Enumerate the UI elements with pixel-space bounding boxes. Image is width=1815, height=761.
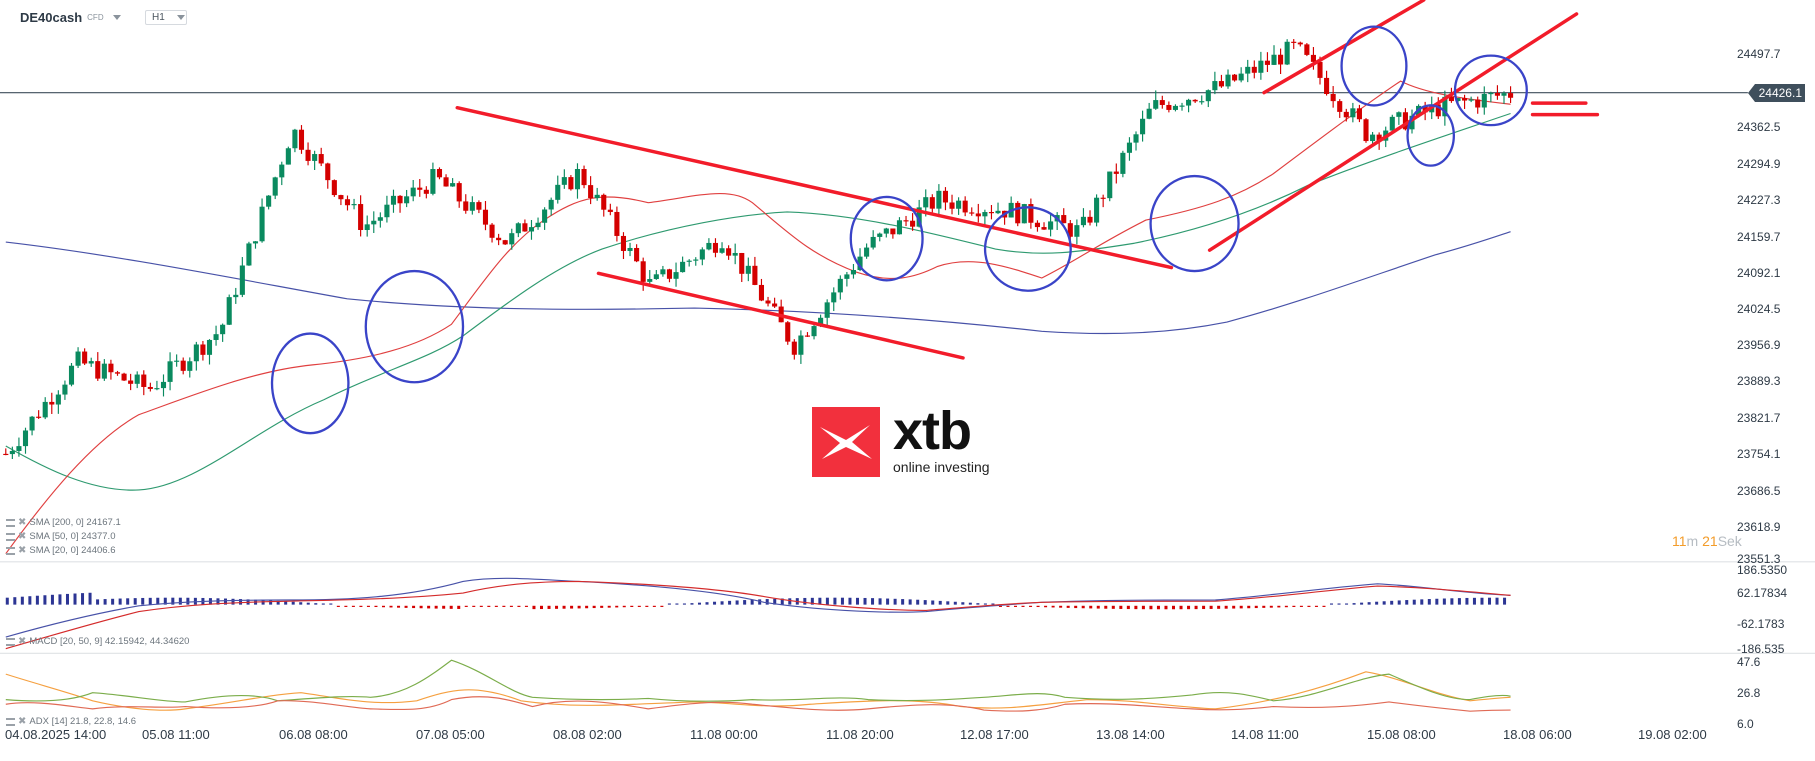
time-tick: 04.08.2025 14:00 — [5, 727, 107, 742]
adx-tick: 26.8 — [1737, 686, 1761, 700]
close-icon[interactable]: ✖ — [18, 545, 27, 556]
plus-di-line — [5, 659, 1511, 703]
price-tick: 23889.3 — [1737, 374, 1781, 388]
instrument-selector[interactable]: DE40cash CFD — [20, 10, 121, 25]
time-tick: 06.08 08:00 — [279, 727, 348, 742]
price-tick: 24092.1 — [1737, 266, 1781, 280]
adx-tick: 47.6 — [1737, 655, 1761, 669]
trend-annotations — [455, 0, 1600, 360]
reaction-circles — [270, 25, 1528, 435]
close-icon[interactable]: ✖ — [18, 531, 27, 542]
time-tick: 19.08 02:00 — [1638, 727, 1707, 742]
settings-icon[interactable] — [6, 533, 15, 541]
sma200-line — [5, 231, 1511, 335]
close-icon[interactable]: ✖ — [18, 517, 27, 528]
logo-brand: xtb — [893, 401, 972, 461]
time-tick: 11.08 00:00 — [690, 727, 758, 742]
settings-icon[interactable] — [6, 638, 15, 646]
price-tick: 24362.5 — [1737, 120, 1781, 134]
macd-tick: 62.17834 — [1737, 586, 1788, 600]
chevron-down-icon — [176, 15, 185, 20]
time-tick: 14.08 11:00 — [1231, 727, 1299, 742]
legend-macd: ✖ MACD [20, 50, 9] 42.15942, 44.34620 — [6, 636, 189, 648]
price-tick: 23618.9 — [1737, 520, 1781, 534]
price-tick: 23821.7 — [1737, 411, 1781, 425]
timeframe-dropdown[interactable]: H1 — [145, 10, 187, 25]
xtb-logo: xtb online investing — [812, 401, 994, 478]
settings-icon[interactable] — [6, 547, 15, 555]
macd-histogram — [5, 592, 1507, 610]
macd-signal-line — [5, 580, 1511, 650]
candlesticks — [3, 39, 1514, 460]
close-icon[interactable]: ✖ — [18, 716, 27, 727]
macd-tick: -186.535 — [1737, 642, 1785, 656]
chevron-down-icon[interactable] — [112, 15, 121, 20]
legend-adx: ✖ ADX [14] 21.8, 22.8, 14.6 — [6, 716, 136, 728]
xtb-x-icon — [812, 407, 880, 477]
macd-tick: -62.1783 — [1737, 617, 1785, 631]
settings-icon[interactable] — [6, 718, 15, 726]
macd-tick: 186.5350 — [1737, 563, 1788, 577]
price-tick: 24294.9 — [1737, 157, 1781, 171]
price-tick: 23956.9 — [1737, 338, 1781, 352]
legend-sma200: ✖ SMA [200, 0] 24167.1 — [6, 517, 121, 529]
minus-di-line — [5, 696, 1511, 712]
time-tick: 11.08 20:00 — [826, 727, 894, 742]
price-tick: 23551.3 — [1737, 552, 1781, 566]
timeframe-value: H1 — [152, 12, 165, 23]
sma20-line — [5, 80, 1511, 555]
settings-icon[interactable] — [6, 519, 15, 527]
legend-sma50: ✖ SMA [50, 0] 24377.0 — [6, 531, 115, 543]
time-tick: 08.08 02:00 — [553, 727, 622, 742]
legend-sma20: ✖ SMA [20, 0] 24406.6 — [6, 545, 115, 557]
price-tick: 24497.7 — [1737, 47, 1781, 61]
macd-line — [5, 577, 1511, 638]
price-tick: 23754.1 — [1737, 447, 1781, 461]
price-tick: 24159.7 — [1737, 230, 1781, 244]
time-tick: 12.08 17:00 — [960, 727, 1029, 742]
time-tick: 15.08 08:00 — [1367, 727, 1436, 742]
candle-countdown: 11m 21Sek — [1672, 533, 1742, 549]
price-tick: 24227.3 — [1737, 193, 1781, 207]
time-tick: 13.08 14:00 — [1096, 727, 1165, 742]
time-tick: 07.08 05:00 — [416, 727, 485, 742]
price-tick: 24024.5 — [1737, 302, 1781, 316]
time-tick: 18.08 06:00 — [1503, 727, 1572, 742]
symbol-type: CFD — [87, 13, 104, 22]
time-tick: 05.08 11:00 — [142, 727, 210, 742]
price-tick: 23686.5 — [1737, 484, 1781, 498]
logo-tagline: online investing — [893, 459, 990, 475]
current-price-tag: 24426.1 — [1747, 84, 1805, 102]
adx-tick: 6.0 — [1737, 717, 1754, 731]
symbol-name: DE40cash — [20, 10, 83, 25]
close-icon[interactable]: ✖ — [18, 636, 27, 647]
